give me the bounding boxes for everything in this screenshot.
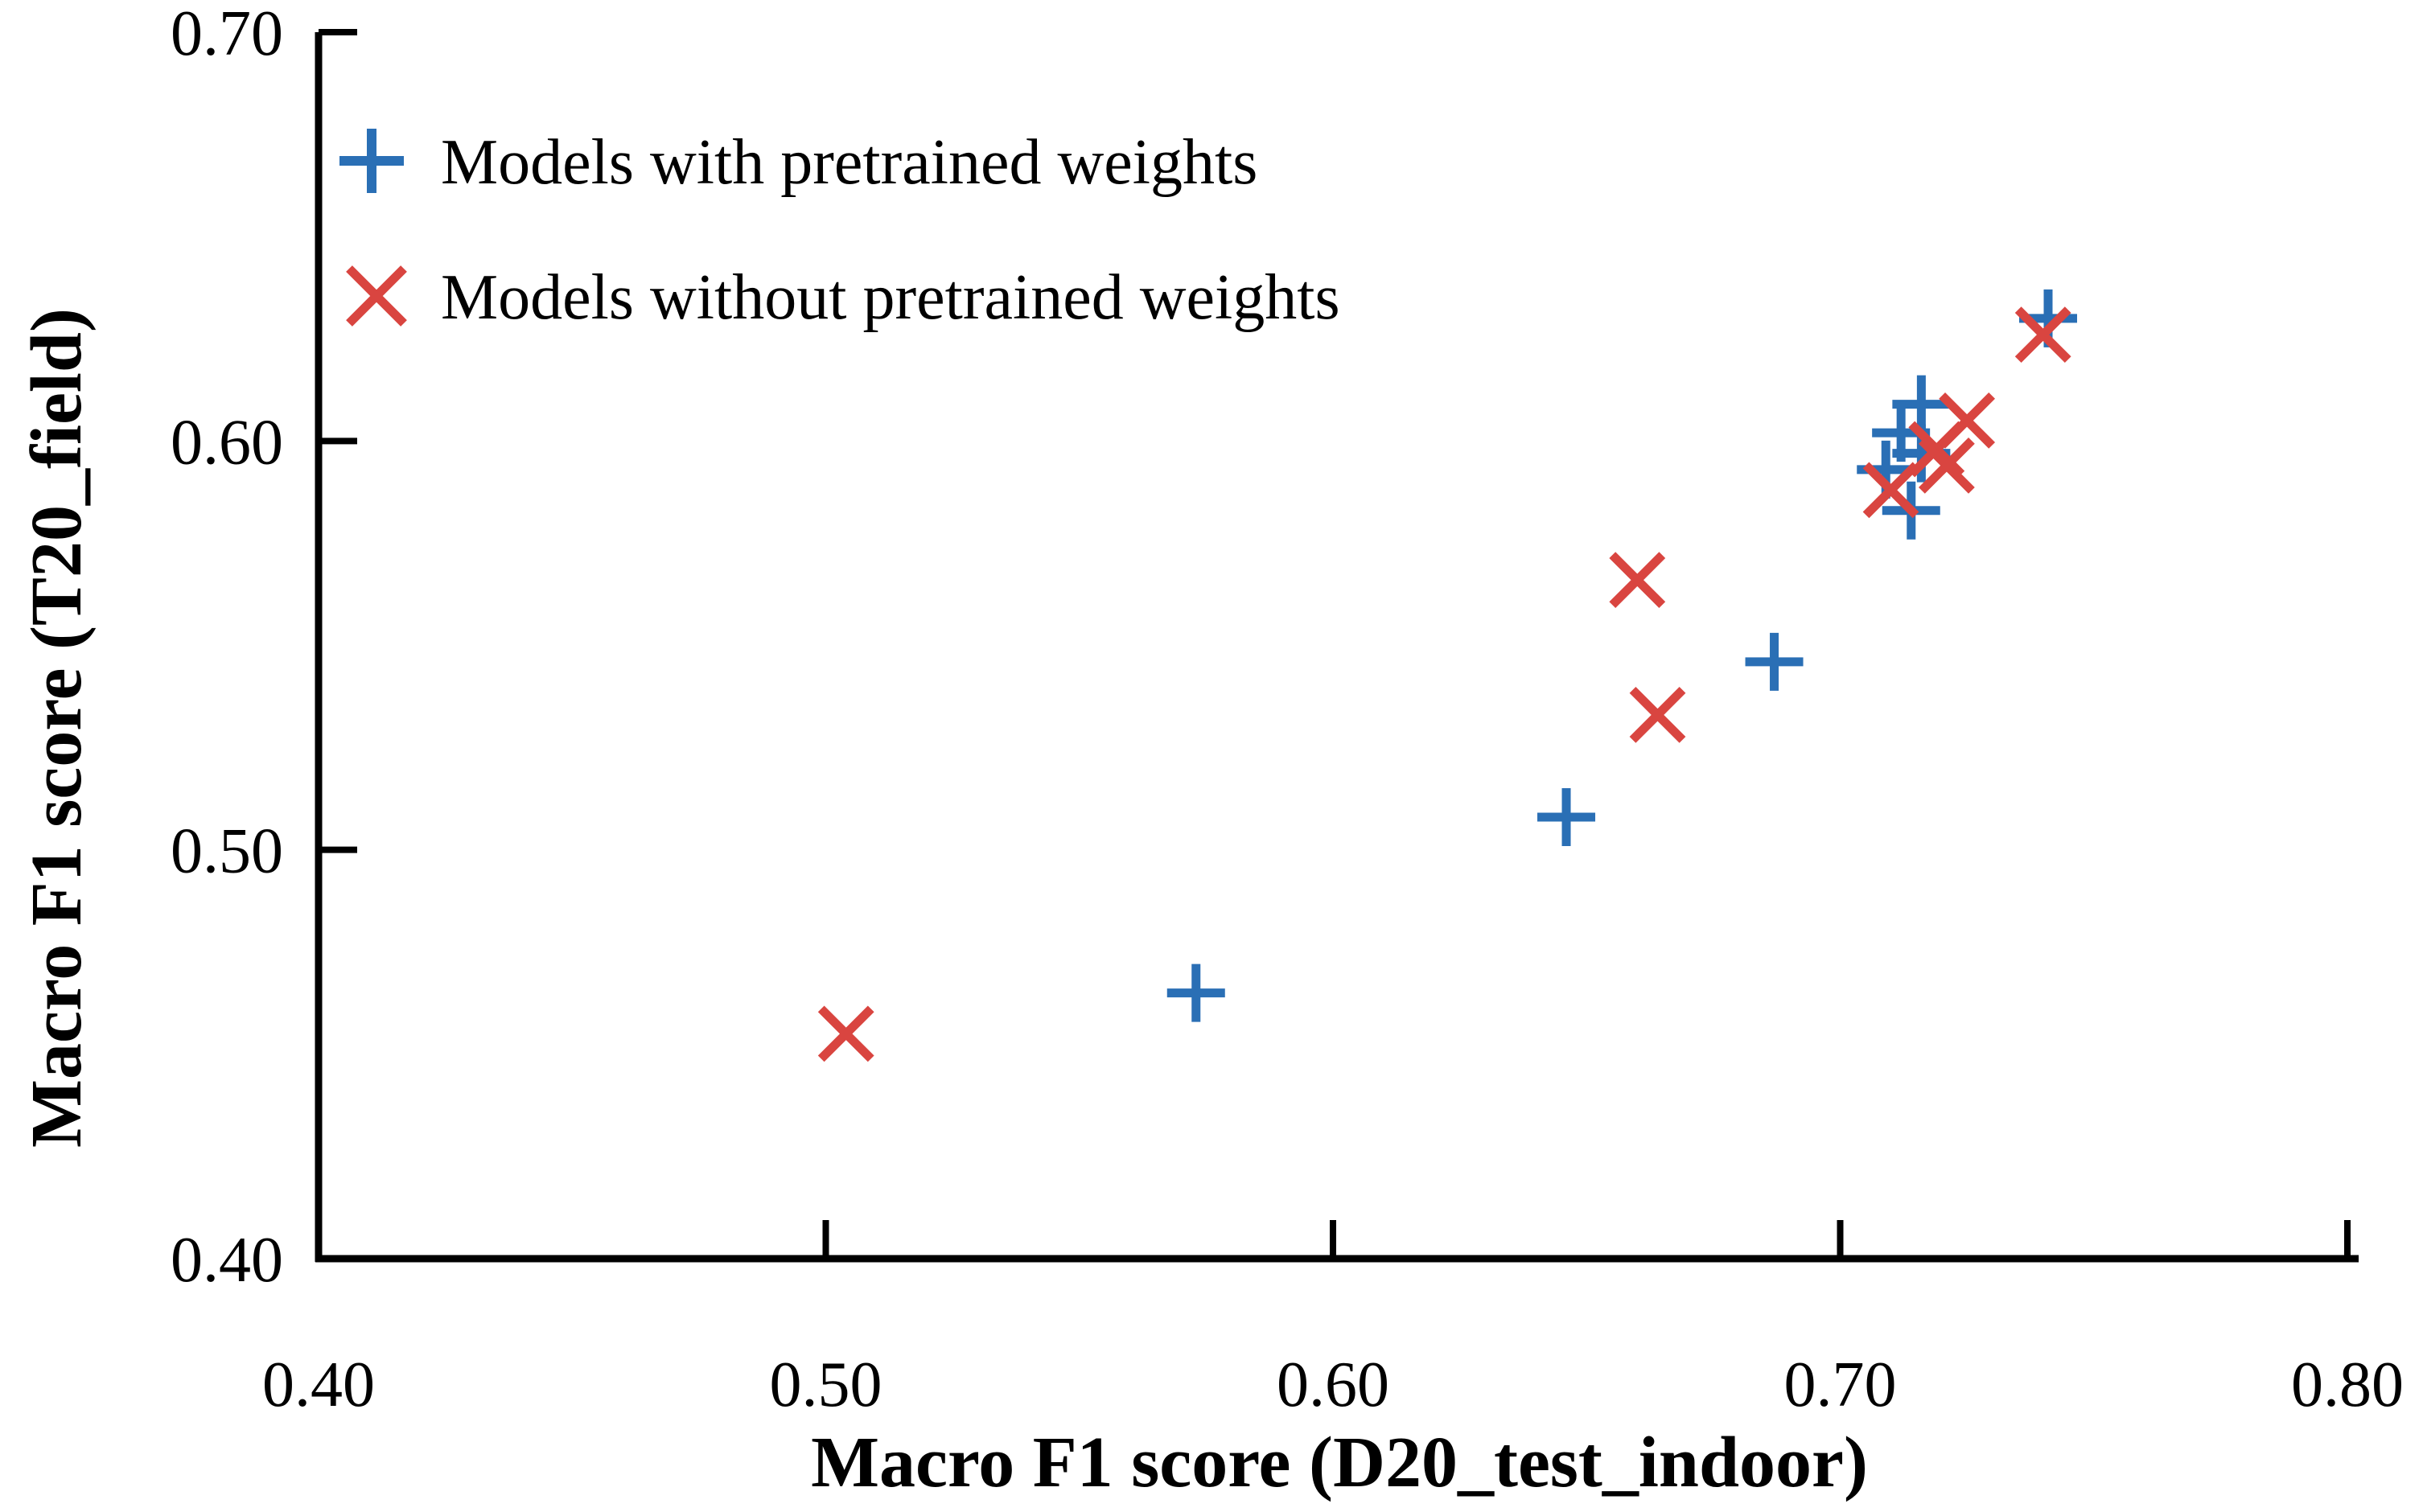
legend-label-without-pretrained: Models without pretrained weights — [441, 262, 1340, 333]
data-point-cross — [1862, 462, 1919, 519]
data-point-cross — [1629, 687, 1686, 743]
data-point-plus — [1892, 375, 1951, 433]
x-tick-label: 0.70 — [1784, 1350, 1897, 1420]
y-tick-label: 0.60 — [171, 407, 283, 478]
x-tick-label: 0.80 — [2291, 1350, 2404, 1420]
cross-icon — [346, 265, 407, 327]
y-tick-label: 0.40 — [171, 1225, 283, 1296]
data-point-cross — [1609, 552, 1666, 609]
axes — [315, 32, 2359, 1263]
series-without-pretrained-weights — [817, 306, 2071, 1062]
legend-label-with-pretrained: Models with pretrained weights — [441, 127, 1257, 198]
data-point-plus — [1537, 788, 1596, 846]
data-point-cross — [2014, 306, 2071, 364]
data-point-plus — [1745, 632, 1804, 691]
y-axis-title: Macro F1 score (T20_field) — [17, 308, 97, 1148]
y-tick-label: 0.70 — [171, 0, 283, 69]
y-axis-tick-labels: 0.40 0.50 0.60 0.70 — [171, 0, 283, 1296]
x-axis-ticks — [822, 1220, 2351, 1259]
legend: Models with pretrained weights Models wi… — [339, 127, 1340, 333]
x-axis-title: Macro F1 score (D20_test_indoor) — [811, 1423, 1868, 1502]
data-point-plus — [1166, 963, 1225, 1022]
plus-icon — [339, 129, 404, 193]
data-point-cross — [1939, 392, 1996, 449]
x-tick-label: 0.50 — [770, 1350, 882, 1420]
y-axis-ticks — [319, 29, 357, 853]
data-point-cross — [1919, 437, 1975, 494]
data-point-cross — [817, 1005, 874, 1062]
y-tick-label: 0.50 — [171, 816, 283, 887]
x-tick-label: 0.40 — [262, 1350, 375, 1420]
x-axis-tick-labels: 0.40 0.50 0.60 0.70 0.80 — [262, 1350, 2404, 1420]
x-tick-label: 0.60 — [1277, 1350, 1389, 1420]
